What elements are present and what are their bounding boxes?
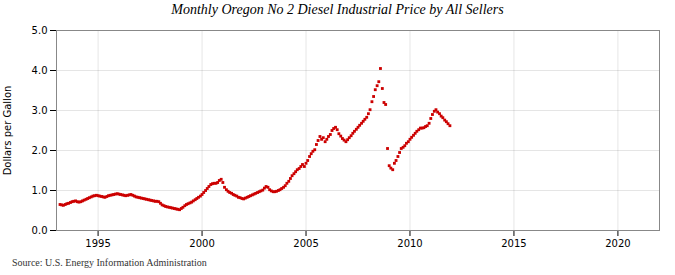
- svg-text:2.0: 2.0: [32, 145, 48, 156]
- svg-text:2015: 2015: [501, 238, 526, 249]
- svg-text:2010: 2010: [397, 238, 422, 249]
- svg-text:0.0: 0.0: [32, 225, 48, 236]
- svg-text:2020: 2020: [605, 238, 630, 249]
- svg-text:1995: 1995: [85, 238, 110, 249]
- svg-text:3.0: 3.0: [32, 105, 48, 116]
- svg-text:5.0: 5.0: [32, 25, 48, 36]
- svg-text:Dollars per Gallon: Dollars per Gallon: [2, 86, 13, 176]
- html-text:Monthly Oregon No 2 Diesel Ind: Monthly Oregon No 2 Diesel Industrial Pr…: [171, 2, 504, 17]
- svg-text:2005: 2005: [293, 238, 318, 249]
- svg-text:2000: 2000: [189, 238, 214, 249]
- html-text:Source: U.S. Energy Informatio: Source: U.S. Energy Information Administ…: [12, 257, 207, 268]
- svg-text:4.0: 4.0: [32, 65, 48, 76]
- svg-text:1.0: 1.0: [32, 185, 48, 196]
